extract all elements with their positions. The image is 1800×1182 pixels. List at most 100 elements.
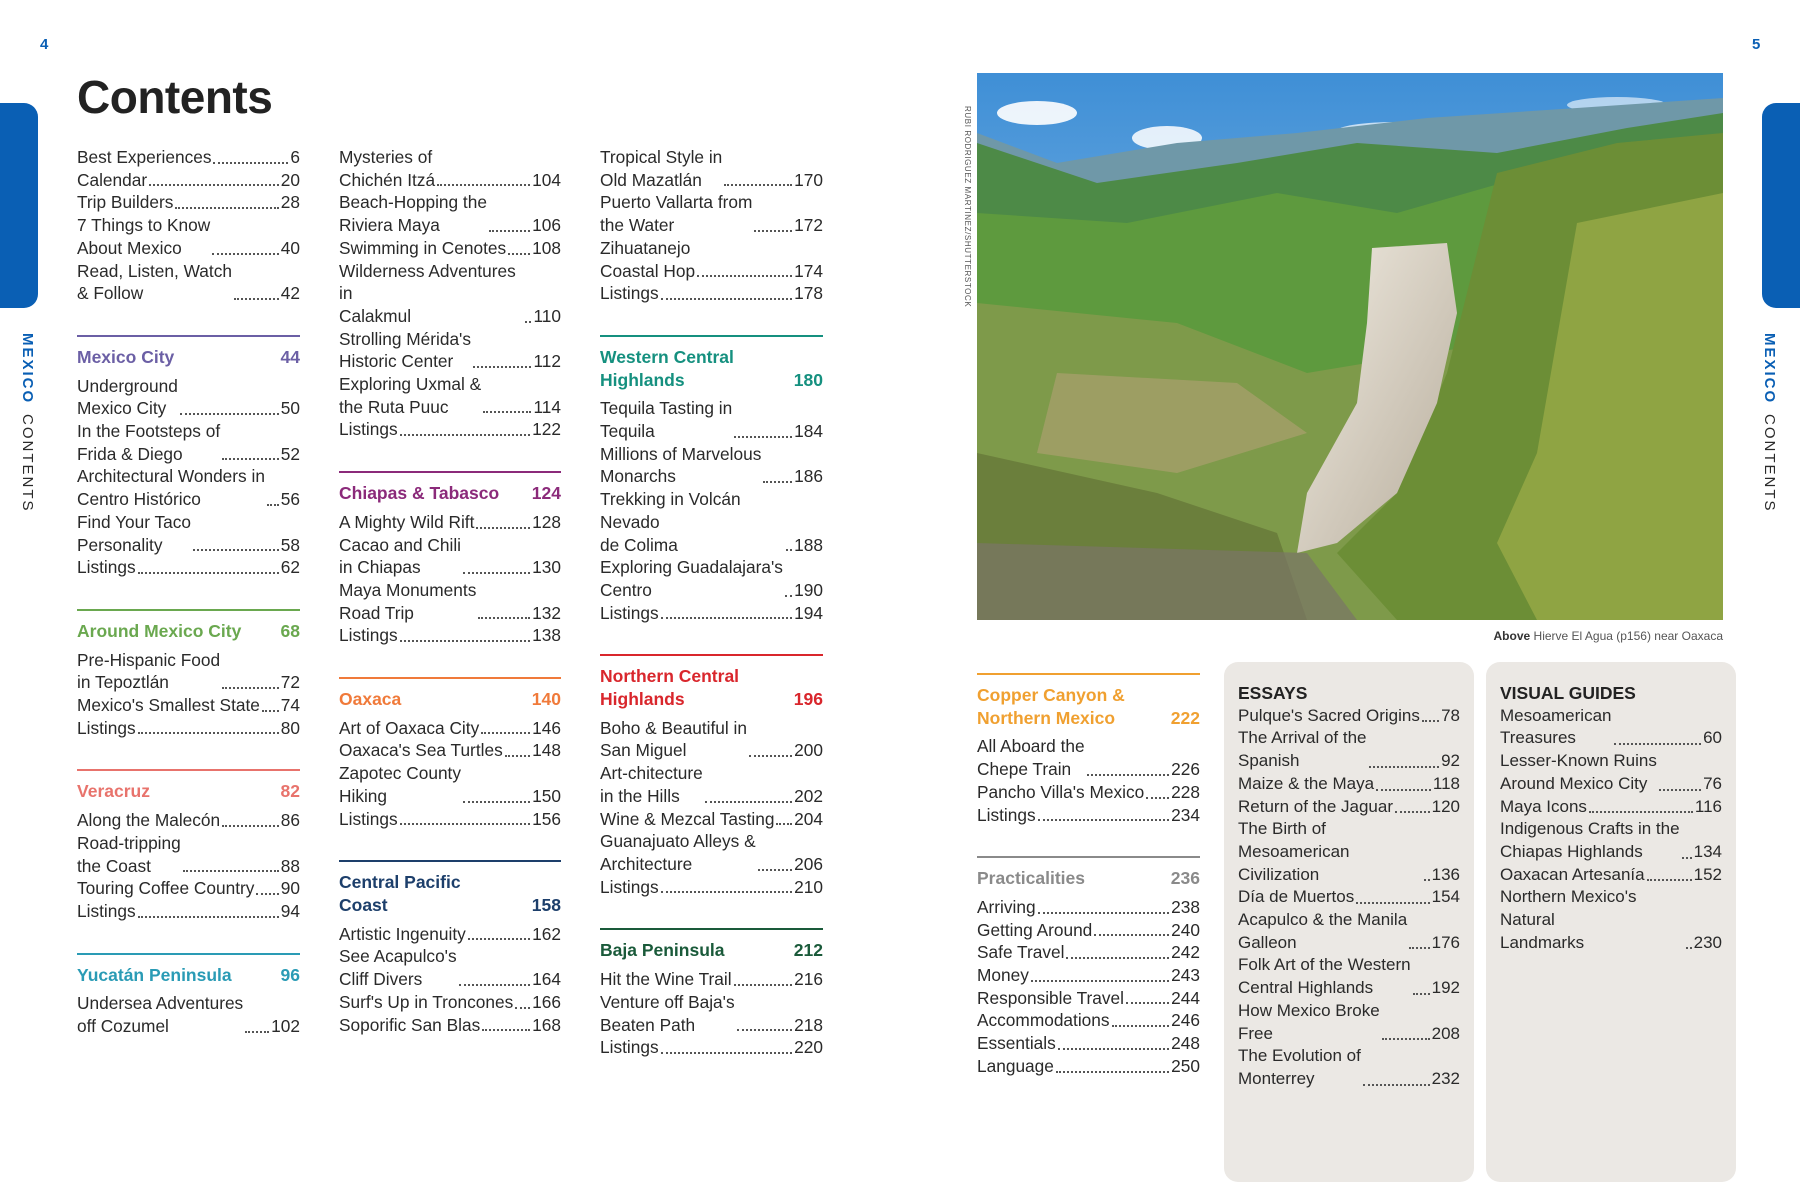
toc-entry[interactable]: Zapotec County Hiking 150 [339, 762, 561, 807]
toc-entry[interactable]: Boho & Beautiful in San Miguel 200 [600, 717, 823, 762]
toc-entry[interactable]: 7 Things to Know About Mexico 40 [77, 214, 300, 259]
section-heading[interactable]: Western Central Highlands 180 [600, 346, 823, 391]
toc-entry[interactable]: Safe Travel 242 [977, 941, 1200, 964]
toc-entry[interactable]: Underground Mexico City 50 [77, 375, 300, 420]
section-heading[interactable]: Northern Central Highlands 196 [600, 665, 823, 710]
toc-entry[interactable]: Find Your Taco Personality 58 [77, 511, 300, 556]
page-number-right: 5 [1752, 36, 1761, 53]
toc-entry[interactable]: Listings 210 [600, 876, 823, 899]
toc-entry[interactable]: Arriving 238 [977, 896, 1200, 919]
entry-page: 186 [794, 466, 823, 487]
toc-entry[interactable]: Calendar 20 [77, 169, 300, 192]
toc-entry[interactable]: Tropical Style in Old Mazatlán 170 [600, 146, 823, 191]
toc-entry[interactable]: Swimming in Cenotes 108 [339, 237, 561, 260]
toc-entry[interactable]: Beach-Hopping the Riviera Maya 106 [339, 191, 561, 236]
toc-entry[interactable]: Trekking in Volcán Nevado de Colima 188 [600, 488, 823, 556]
toc-entry[interactable]: Listings 194 [600, 602, 823, 625]
toc-entry[interactable]: Folk Art of the Western Central Highland… [1238, 954, 1460, 999]
toc-entry[interactable]: Maize & the Maya 118 [1238, 773, 1460, 796]
toc-entry[interactable]: Return of the Jaguar 120 [1238, 796, 1460, 819]
toc-entry[interactable]: Best Experiences 6 [77, 146, 300, 169]
section-heading[interactable]: Central Pacific Coast 158 [339, 871, 561, 916]
toc-entry[interactable]: The Arrival of the Spanish 92 [1238, 727, 1460, 772]
toc-entry[interactable]: Maya Monuments Road Trip 132 [339, 579, 561, 624]
toc-entry[interactable]: Art of Oaxaca City 146 [339, 717, 561, 740]
entry-page: 246 [1171, 1010, 1200, 1031]
section-heading[interactable]: Chiapas & Tabasco 124 [339, 482, 561, 505]
toc-entry[interactable]: Touring Coffee Country 90 [77, 877, 300, 900]
toc-entry[interactable]: Listings 178 [600, 282, 823, 305]
toc-entry[interactable]: Language 250 [977, 1055, 1200, 1078]
toc-entry[interactable]: Lesser-Known Ruins Around Mexico City 76 [1500, 750, 1722, 795]
toc-entry[interactable]: Artistic Ingenuity 162 [339, 923, 561, 946]
toc-entry[interactable]: The Birth of Mesoamerican Civilization 13… [1238, 818, 1460, 886]
toc-entry[interactable]: Listings 122 [339, 418, 561, 441]
toc-entry[interactable]: Indigenous Crafts in the Chiapas Highlan… [1500, 818, 1722, 863]
toc-entry[interactable]: Essentials 248 [977, 1032, 1200, 1055]
toc-entry[interactable]: Día de Muertos 154 [1238, 886, 1460, 909]
toc-entry[interactable]: Venture off Baja's Beaten Path 218 [600, 991, 823, 1036]
toc-entry[interactable]: Listings 156 [339, 808, 561, 831]
toc-entry[interactable]: Money 243 [977, 964, 1200, 987]
toc-entry[interactable]: Cacao and Chili in Chiapas 130 [339, 534, 561, 579]
toc-entry[interactable]: Architectural Wonders in Centro Históric… [77, 465, 300, 510]
toc-entry[interactable]: Pulque's Sacred Origins 78 [1238, 705, 1460, 728]
toc-entry[interactable]: Wine & Mezcal Tasting 204 [600, 808, 823, 831]
section-heading[interactable]: Veracruz 82 [77, 780, 300, 803]
toc-entry[interactable]: In the Footsteps of Frida & Diego 52 [77, 420, 300, 465]
section-heading[interactable]: Around Mexico City 68 [77, 620, 300, 643]
toc-entry[interactable]: Maya Icons 116 [1500, 796, 1722, 819]
toc-entry[interactable]: Listings 138 [339, 624, 561, 647]
toc-entry[interactable]: Strolling Mérida's Historic Center 112 [339, 328, 561, 373]
toc-entry[interactable]: Listings 80 [77, 717, 300, 740]
dot-leader [137, 571, 279, 574]
toc-entry[interactable]: Northern Mexico's Natural Landmarks 230 [1500, 886, 1722, 954]
toc-entry[interactable]: Listings 62 [77, 556, 300, 579]
dot-leader [473, 366, 532, 369]
toc-entry[interactable]: All Aboard the Chepe Train 226 [977, 735, 1200, 780]
section-heading[interactable]: Oaxaca 140 [339, 688, 561, 711]
section-heading[interactable]: Copper Canyon & Northern Mexico 222 [977, 684, 1200, 729]
toc-entry[interactable]: Surf's Up in Troncones 166 [339, 991, 561, 1014]
toc-entry[interactable]: Trip Builders 28 [77, 191, 300, 214]
toc-entry[interactable]: Responsible Travel 244 [977, 987, 1200, 1010]
toc-entry[interactable]: Exploring Guadalajara's Centro 190 [600, 556, 823, 601]
toc-entry[interactable]: Listings 94 [77, 900, 300, 923]
toc-entry[interactable]: Tequila Tasting in Tequila 184 [600, 397, 823, 442]
toc-entry[interactable]: Accommodations 246 [977, 1009, 1200, 1032]
toc-entry[interactable]: Hit the Wine Trail 216 [600, 968, 823, 991]
toc-entry[interactable]: Listings 220 [600, 1036, 823, 1059]
toc-entry[interactable]: Read, Listen, Watch & Follow 42 [77, 260, 300, 305]
toc-entry[interactable]: Oaxaca's Sea Turtles 148 [339, 739, 561, 762]
toc-entry[interactable]: Exploring Uxmal & the Ruta Puuc 114 [339, 373, 561, 418]
toc-entry[interactable]: Millions of Marvelous Monarchs 186 [600, 443, 823, 488]
toc-entry[interactable]: Pancho Villa's Mexico 228 [977, 781, 1200, 804]
toc-entry[interactable]: Mexico's Smallest State 74 [77, 694, 300, 717]
toc-entry[interactable]: Pre-Hispanic Food in Tepoztlán 72 [77, 649, 300, 694]
toc-entry[interactable]: How Mexico Broke Free 208 [1238, 1000, 1460, 1045]
section-heading[interactable]: Baja Peninsula 212 [600, 939, 823, 962]
toc-entry[interactable]: A Mighty Wild Rift 128 [339, 511, 561, 534]
toc-entry[interactable]: Listings 234 [977, 804, 1200, 827]
toc-entry[interactable]: Zihuatanejo Coastal Hop 174 [600, 237, 823, 282]
toc-entry[interactable]: Undersea Adventures off Cozumel 102 [77, 992, 300, 1037]
toc-entry[interactable]: Wilderness Adventures in Calakmul 110 [339, 260, 561, 328]
entry-page: 50 [280, 398, 300, 419]
section-heading[interactable]: Mexico City 44 [77, 346, 300, 369]
toc-entry[interactable]: Soporific San Blas 168 [339, 1014, 561, 1037]
section-heading[interactable]: Practicalities 236 [977, 867, 1200, 890]
toc-entry[interactable]: Guanajuato Alleys & Architecture 206 [600, 830, 823, 875]
toc-entry[interactable]: Along the Malecón 86 [77, 809, 300, 832]
toc-entry[interactable]: Mysteries of Chichén Itzá 104 [339, 146, 561, 191]
toc-entry[interactable]: The Evolution of Monterrey 232 [1238, 1045, 1460, 1090]
toc-entry[interactable]: See Acapulco's Cliff Divers 164 [339, 945, 561, 990]
toc-entry[interactable]: Art-chitecture in the Hills 202 [600, 762, 823, 807]
toc-entry[interactable]: Puerto Vallarta from the Water 172 [600, 191, 823, 236]
toc-entry[interactable]: Mesoamerican Treasures 60 [1500, 705, 1722, 750]
dot-leader [786, 549, 793, 552]
toc-entry[interactable]: Acapulco & the Manila Galleon 176 [1238, 909, 1460, 954]
toc-entry[interactable]: Oaxacan Artesanía 152 [1500, 864, 1722, 887]
toc-entry[interactable]: Road-tripping the Coast 88 [77, 832, 300, 877]
toc-entry[interactable]: Getting Around 240 [977, 919, 1200, 942]
section-heading[interactable]: Yucatán Peninsula 96 [77, 964, 300, 987]
